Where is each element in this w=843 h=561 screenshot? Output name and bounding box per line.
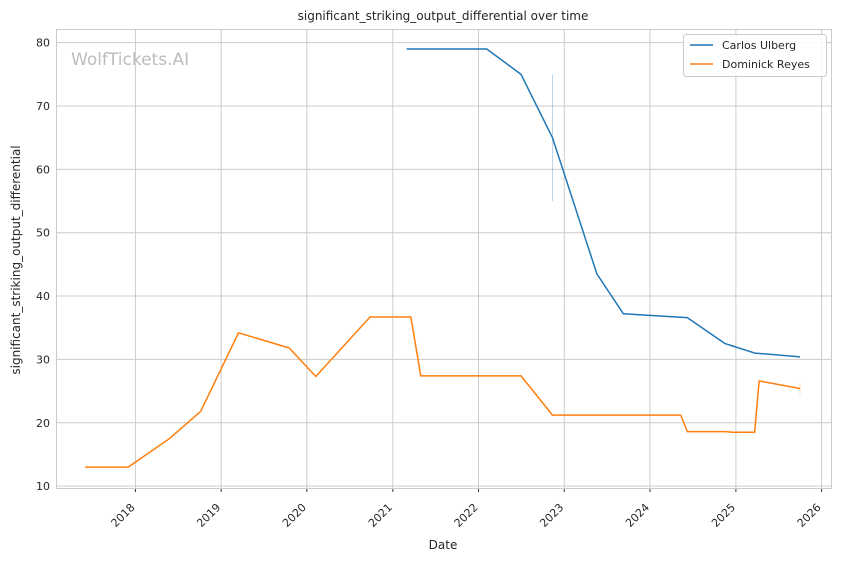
watermark: WolfTickets.AI bbox=[71, 50, 189, 70]
legend-frame bbox=[683, 34, 827, 77]
y-tick-label: 30 bbox=[36, 353, 50, 366]
y-tick-label: 60 bbox=[36, 163, 50, 176]
legend: Carlos Ulberg Dominick Reyes bbox=[683, 34, 827, 77]
series-line-carlos-ulberg bbox=[406, 48, 801, 358]
series-line-dominick-reyes bbox=[85, 316, 801, 468]
y-tick-label: 80 bbox=[36, 37, 50, 50]
grid-lines bbox=[57, 30, 831, 492]
legend-label-carlos-ulberg: Carlos Ulberg bbox=[722, 39, 796, 52]
y-tick-label: 20 bbox=[36, 417, 50, 430]
series-lines bbox=[85, 48, 801, 468]
plot-area-frame bbox=[56, 29, 832, 489]
y-tick-label: 50 bbox=[36, 227, 50, 240]
x-axis-label: Date bbox=[429, 538, 458, 552]
y-tick-label: 10 bbox=[36, 480, 50, 493]
chart-title: significant_striking_output_differential… bbox=[298, 9, 589, 23]
y-tick-label: 40 bbox=[36, 290, 50, 303]
legend-label-dominick-reyes: Dominick Reyes bbox=[722, 58, 810, 71]
y-tick-label: 70 bbox=[36, 100, 50, 113]
y-axis-label: significant_striking_output_differential bbox=[9, 145, 23, 374]
